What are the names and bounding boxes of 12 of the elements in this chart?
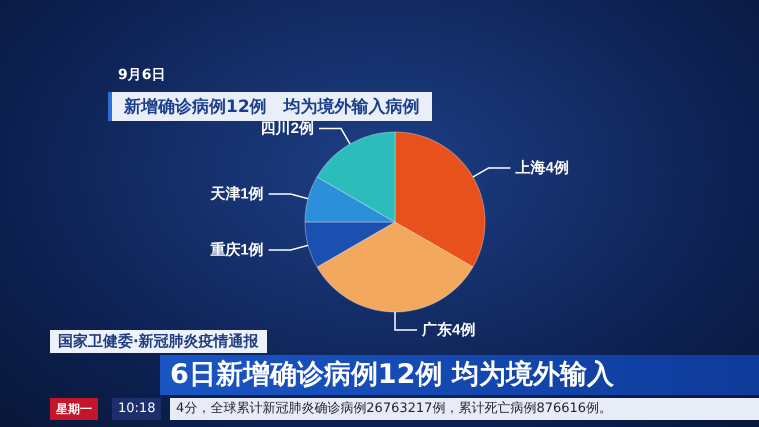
text: 4分，全球累计新冠肺炎确诊病例26763217例，累计死亡病例876616例。 bbox=[170, 398, 759, 420]
slice-label: 天津1例 bbox=[209, 186, 264, 203]
text: 10:18 bbox=[112, 398, 162, 420]
slice-label: 四川2例 bbox=[260, 120, 314, 137]
chart-title: 新增确诊病例12例 均为境外输入病例 bbox=[108, 92, 432, 121]
chart-subtitle: 9月6日 bbox=[118, 66, 166, 84]
slice-label: 上海4例 bbox=[514, 160, 569, 176]
text: 国家卫健委·新冠肺炎疫情通报 bbox=[50, 330, 267, 353]
text: 6日新增确诊病例12例 均为境外输入 bbox=[160, 355, 759, 395]
slice-label: 广东4例 bbox=[421, 320, 476, 338]
slice-label: 重庆1例 bbox=[209, 240, 264, 258]
text: 星期一 bbox=[50, 398, 98, 420]
